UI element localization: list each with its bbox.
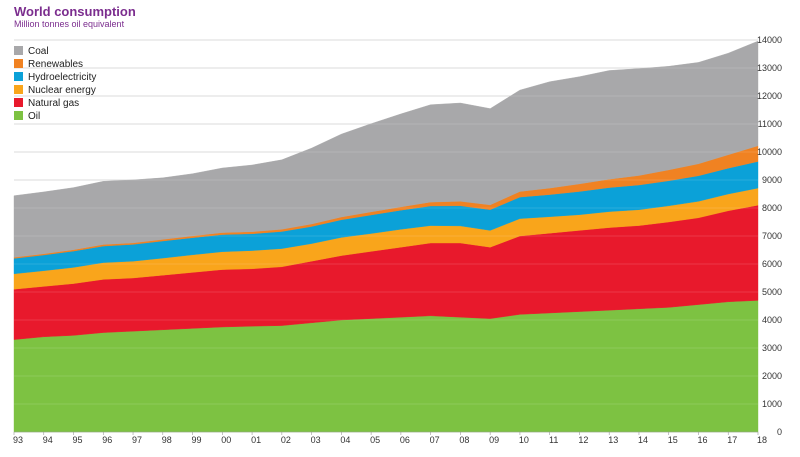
x-tick-label: 16 — [697, 435, 707, 445]
x-tick-label: 13 — [608, 435, 618, 445]
legend-swatch-coal — [14, 46, 23, 55]
chart-subtitle: Million tonnes oil equivalent — [14, 19, 125, 29]
legend-label-oil: Oil — [28, 111, 40, 122]
x-tick-label: 93 — [13, 435, 23, 445]
legend-swatch-oil — [14, 111, 23, 120]
legend-label-hydroelectricity: Hydroelectricity — [28, 72, 96, 83]
y-tick-label: 11000 — [758, 119, 782, 129]
x-tick-label: 18 — [757, 435, 767, 445]
y-tick-label: 4000 — [762, 315, 782, 325]
legend-label-coal: Coal — [28, 46, 49, 57]
legend-label-nuclear-energy: Nuclear energy — [28, 85, 96, 96]
x-tick-label: 15 — [668, 435, 678, 445]
x-tick-label: 17 — [727, 435, 737, 445]
x-tick-label: 97 — [132, 435, 142, 445]
y-tick-label: 14000 — [757, 35, 782, 45]
x-axis: 93 94 95 96 97 98 99 00 01 02 03 04 05 06 07 08 09 10 11 12… — [13, 431, 767, 445]
grid-lines-overlay — [14, 39, 758, 405]
y-tick-label: 1000 — [762, 399, 782, 409]
y-tick-label: 12000 — [757, 91, 782, 101]
x-tick-label: 09 — [489, 435, 499, 445]
legend-label-renewables: Renewables — [28, 59, 83, 70]
x-tick-label: 94 — [43, 435, 53, 445]
y-tick-label: 3000 — [762, 343, 782, 353]
x-tick-label: 05 — [370, 435, 380, 445]
y-tick-label: 13000 — [757, 63, 782, 73]
x-tick-label: 95 — [73, 435, 83, 445]
legend-swatch-renewables — [14, 59, 23, 68]
y-tick-label: 2000 — [762, 371, 782, 381]
x-tick-label: 10 — [519, 435, 529, 445]
x-tick-label: 00 — [221, 435, 231, 445]
y-tick-label: 6000 — [762, 259, 782, 269]
legend-swatch-natural-gas — [14, 98, 23, 107]
x-tick-label: 01 — [251, 435, 261, 445]
x-tick-label: 03 — [311, 435, 321, 445]
x-tick-label: 11 — [549, 435, 558, 445]
y-tick-label: 10000 — [757, 147, 782, 157]
chart-title: World consumption — [14, 4, 136, 19]
y-tick-label: 5000 — [762, 287, 782, 297]
x-tick-label: 96 — [102, 435, 112, 445]
legend: Coal Renewables Hydroelectricity Nuclear en… — [14, 46, 96, 122]
x-tick-label: 98 — [162, 435, 172, 445]
legend-swatch-nuclear-energy — [14, 85, 23, 94]
y-tick-label: 9000 — [762, 175, 782, 185]
x-tick-label: 04 — [340, 435, 350, 445]
x-tick-label: 14 — [638, 435, 648, 445]
y-tick-label: 8000 — [762, 203, 782, 213]
y-tick-label: 0 — [777, 427, 782, 437]
y-axis: 0 1000 2000 3000 4000 5000 6000 7000 8000 9000 100… — [757, 35, 782, 437]
legend-swatch-hydroelectricity — [14, 72, 23, 81]
y-tick-label: 7000 — [762, 231, 782, 241]
x-tick-label: 02 — [281, 435, 291, 445]
x-tick-label: 06 — [400, 435, 410, 445]
x-tick-label: 99 — [192, 435, 202, 445]
x-tick-label: 12 — [578, 435, 588, 445]
area-coal — [13, 40, 759, 258]
area-series — [13, 40, 759, 433]
x-tick-label: 08 — [459, 435, 469, 445]
legend-label-natural-gas: Natural gas — [28, 98, 79, 109]
x-tick-label: 07 — [430, 435, 440, 445]
